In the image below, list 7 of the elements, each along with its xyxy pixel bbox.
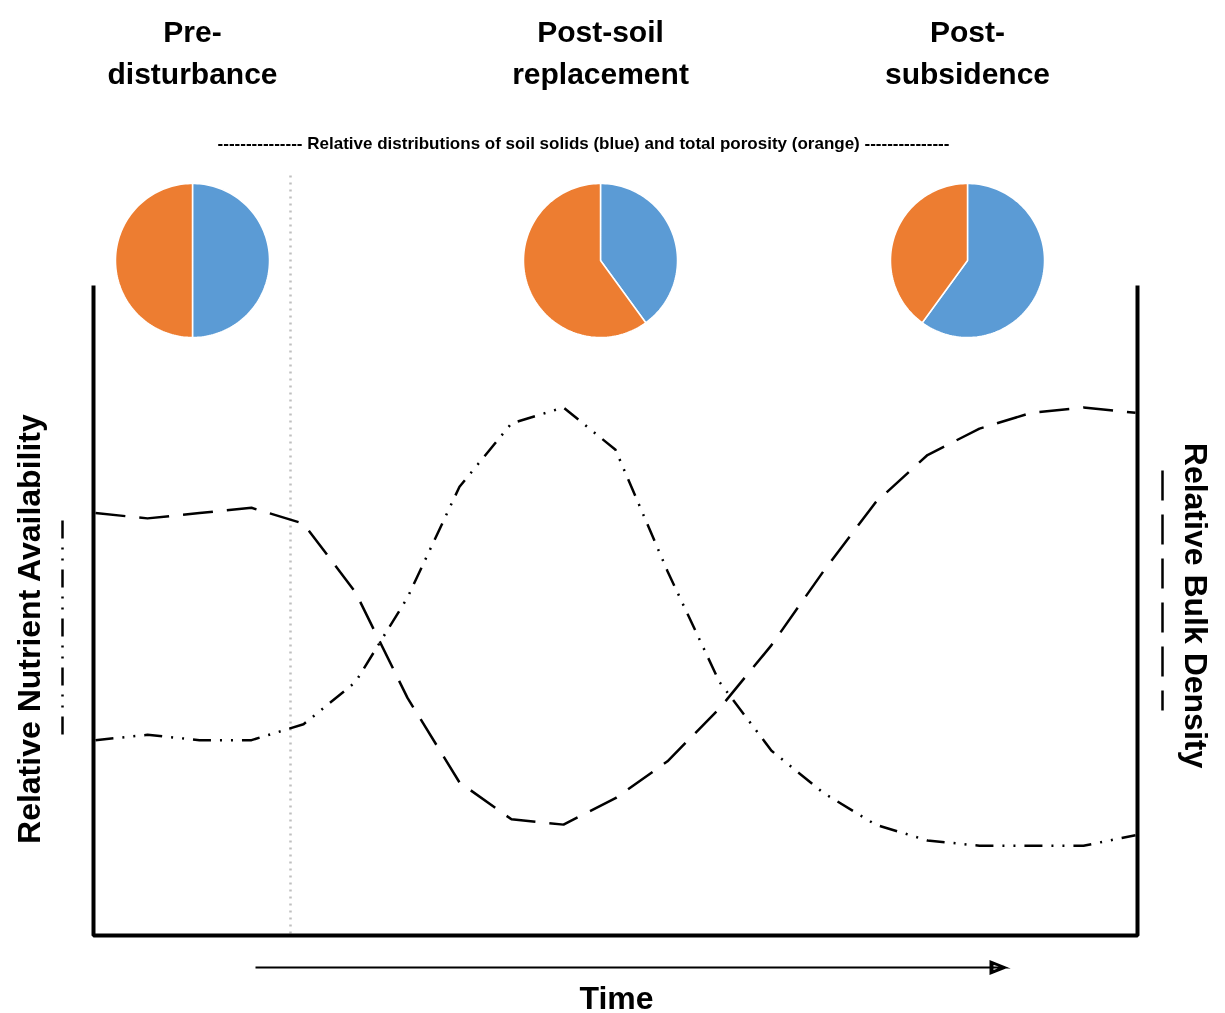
chart-title: Post-soil replacement [512, 14, 689, 91]
x-axis-title: Time [579, 979, 654, 1013]
chart-title: Pre-disturbance [107, 14, 278, 91]
y2-axis-title: Relative Bulk Density [1177, 442, 1214, 769]
text: --------------- Relative distributions of soil solids (blue) and total porosity (orange) --------------- [217, 134, 950, 153]
y-axis-title: Relative Nutrient Availability [10, 414, 47, 844]
chart-title: Post-subsidence [884, 14, 1051, 91]
